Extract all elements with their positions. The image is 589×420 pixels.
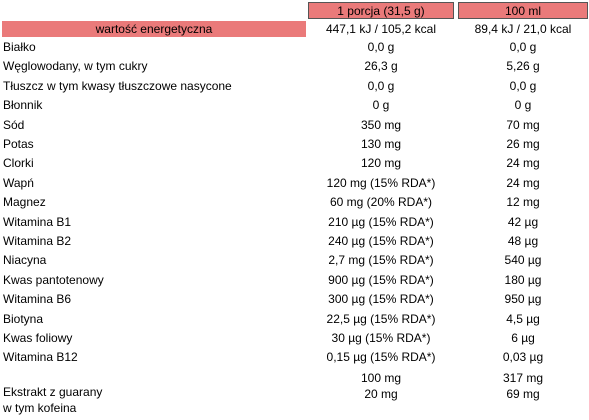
row-value: 0,03 µg xyxy=(502,350,544,365)
row-value: 70 mg xyxy=(506,117,540,132)
row-value: 26 mg xyxy=(506,137,540,151)
header-cell: 100 ml xyxy=(458,2,588,19)
row-label: Kwas foliowy xyxy=(3,331,73,345)
row-value: 4,5 µg xyxy=(506,311,540,326)
row-label: w tym kofeina xyxy=(3,401,77,415)
row-label: Biotyna xyxy=(3,311,44,326)
row-value: 240 µg (15% RDA*) xyxy=(328,234,434,248)
row-label: Białko xyxy=(3,40,36,54)
row-value: 120 mg xyxy=(360,156,402,171)
row-value: 24 mg xyxy=(506,175,540,190)
energy-value: 89,4 kJ / 21,0 kcal xyxy=(474,22,572,36)
row-value: 60 mg (20% RDA*) xyxy=(329,195,433,210)
row-label: Tłuszcz w tym kwasy tłuszczowe nasycone xyxy=(3,78,232,93)
row-value: 180 µg xyxy=(504,272,542,287)
row-value: 950 µg xyxy=(504,292,542,307)
row-value: 0,0 g xyxy=(367,40,395,54)
row-label: Niacyna xyxy=(3,253,47,268)
row-value: 0,0 g xyxy=(367,78,395,93)
row-value: 130 mg xyxy=(360,137,402,151)
row-label: Witamina B1 xyxy=(3,214,72,229)
row-value: 20 mg xyxy=(364,387,398,401)
row-value: 350 mg xyxy=(360,117,402,132)
row-label: Kwas pantotenowy xyxy=(3,272,104,287)
row-label: Clorki xyxy=(3,156,34,171)
row-value: 69 mg xyxy=(506,387,540,401)
row-value: 0,0 g xyxy=(509,40,537,54)
row-value: 30 µg (15% RDA*) xyxy=(331,331,431,345)
row-label: Wapń xyxy=(3,175,34,190)
row-value: 22,5 µg (15% RDA*) xyxy=(326,311,436,326)
row-value: 5,26 g xyxy=(506,59,540,74)
header-cell: 1 porcja (31,5 g) xyxy=(308,2,454,19)
row-value: 0 g xyxy=(514,98,532,113)
row-label: Błonnik xyxy=(3,98,43,113)
row-value: 24 mg xyxy=(506,156,540,171)
row-value: 300 µg (15% RDA*) xyxy=(328,292,434,307)
row-label: Witamina B6 xyxy=(3,292,72,307)
row-value: 0,0 g xyxy=(509,78,537,93)
row-label: Witamina B2 xyxy=(3,234,72,248)
row-value: 2,7 mg (15% RDA*) xyxy=(328,253,434,268)
row-value: 26,3 g xyxy=(364,59,398,74)
row-value: 120 mg (15% RDA*) xyxy=(326,175,436,190)
row-value: 100 mg xyxy=(360,371,402,385)
row-value: 900 µg (15% RDA*) xyxy=(328,272,434,287)
row-value: 540 µg xyxy=(504,253,542,268)
row-label: Magnez xyxy=(3,195,46,210)
row-label: Ekstrakt z guarany xyxy=(3,385,103,399)
row-value: 6 µg xyxy=(511,331,535,345)
row-value: 0 g xyxy=(372,98,390,113)
row-value: 0,15 µg (15% RDA*) xyxy=(326,350,436,365)
energy-value: 447,1 kJ / 105,2 kcal xyxy=(325,22,437,36)
row-value: 12 mg xyxy=(506,195,540,210)
row-value: 42 µg xyxy=(507,214,539,229)
row-value: 317 mg xyxy=(502,371,544,385)
row-value: 48 µg xyxy=(507,234,539,248)
row-label: Sód xyxy=(3,117,25,132)
energy-label: wartość energetyczna xyxy=(2,21,306,37)
row-label: Potas xyxy=(3,137,34,151)
row-label: Witamina B12 xyxy=(3,350,78,365)
row-label: Węglowodany, w tym cukry xyxy=(3,59,148,74)
row-value: 210 µg (15% RDA*) xyxy=(328,214,434,229)
